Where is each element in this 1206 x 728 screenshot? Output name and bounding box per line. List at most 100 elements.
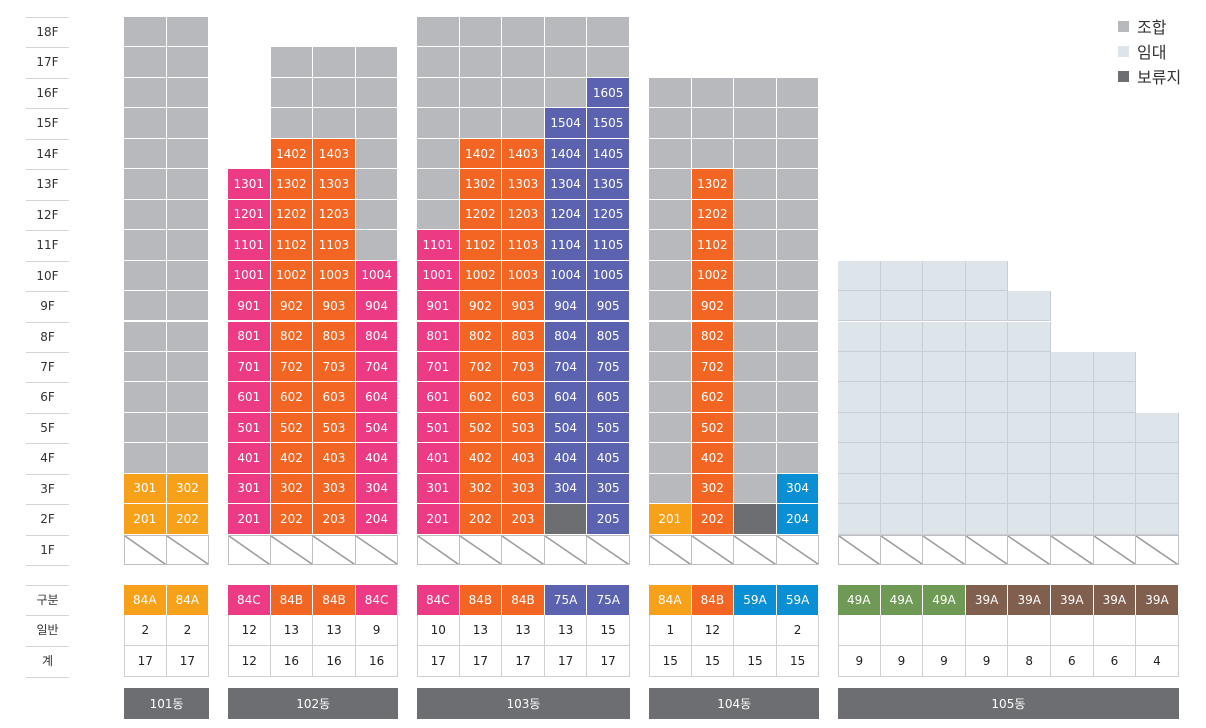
unit-cell: 701 bbox=[228, 351, 271, 383]
unit-cell: 602 bbox=[270, 382, 314, 413]
unit-cell bbox=[1051, 412, 1094, 444]
unit-cell bbox=[1093, 382, 1137, 413]
floor-label: 11F bbox=[36, 238, 59, 253]
pilotis-cell bbox=[502, 534, 545, 566]
general-count bbox=[838, 615, 881, 646]
pilotis-cell bbox=[271, 534, 314, 566]
unit-cell bbox=[124, 169, 167, 200]
unit-cell: 703 bbox=[502, 351, 545, 383]
type-cell: 49A bbox=[880, 585, 924, 616]
pilotis-diagonal-icon bbox=[966, 536, 1008, 564]
unit-cell: 602 bbox=[459, 382, 503, 413]
unit-cell: 1202 bbox=[459, 199, 503, 231]
unit-cell bbox=[923, 443, 966, 474]
unit-cell bbox=[502, 17, 545, 48]
unit-cell bbox=[459, 77, 503, 109]
unit-cell bbox=[923, 473, 966, 505]
unit-cell bbox=[355, 47, 399, 78]
unit-cell bbox=[923, 291, 966, 322]
unit-cell bbox=[587, 17, 630, 48]
unit-cell: 601 bbox=[417, 382, 460, 413]
unit-cell: 405 bbox=[587, 443, 630, 474]
unit-cell bbox=[166, 230, 210, 261]
unit-cell bbox=[166, 321, 210, 352]
unit-cell bbox=[880, 260, 924, 292]
unit-cell bbox=[734, 321, 777, 352]
unit-cell bbox=[1008, 351, 1051, 383]
pilotis-diagonal-icon bbox=[460, 536, 502, 564]
pilotis-cell bbox=[1094, 534, 1137, 566]
floor-label: 12F bbox=[36, 207, 59, 222]
unit-cell bbox=[124, 412, 167, 444]
unit-cell bbox=[459, 17, 503, 48]
unit-cell: 202 bbox=[691, 504, 735, 535]
unit-cell: 602 bbox=[691, 382, 735, 413]
row-divider bbox=[26, 646, 69, 647]
unit-cell: 304 bbox=[355, 473, 399, 505]
pilotis-cell bbox=[587, 534, 630, 566]
unit-cell bbox=[166, 47, 210, 78]
unit-cell bbox=[649, 382, 692, 413]
pilotis-cell bbox=[881, 534, 924, 566]
total-count: 17 bbox=[587, 646, 630, 677]
type-cell: 39A bbox=[1136, 585, 1179, 616]
floor-divider bbox=[26, 260, 69, 262]
unit-cell bbox=[734, 260, 777, 292]
unit-cell: 903 bbox=[313, 291, 356, 322]
unit-cell bbox=[166, 351, 210, 383]
unit-cell: 1104 bbox=[544, 230, 588, 261]
unit-cell bbox=[734, 351, 777, 383]
unit-cell: 1003 bbox=[313, 260, 356, 292]
unit-cell bbox=[124, 138, 167, 170]
unit-cell: 704 bbox=[544, 351, 588, 383]
type-cell: 49A bbox=[838, 585, 881, 616]
pilotis-diagonal-icon bbox=[881, 536, 923, 564]
unit-cell: 304 bbox=[776, 473, 820, 505]
unit-cell: 301 bbox=[417, 473, 460, 505]
unit-cell: 1105 bbox=[587, 230, 630, 261]
unit-cell bbox=[649, 291, 692, 322]
unit-cell bbox=[124, 108, 167, 139]
unit-cell: 502 bbox=[459, 412, 503, 444]
unit-cell: 904 bbox=[355, 291, 399, 322]
total-count: 17 bbox=[417, 646, 460, 677]
building-label: 105동 bbox=[838, 688, 1179, 719]
general-count: 13 bbox=[313, 615, 356, 646]
unit-cell: 805 bbox=[587, 321, 630, 352]
pilotis-diagonal-icon bbox=[167, 536, 209, 564]
unit-cell bbox=[965, 382, 1009, 413]
unit-cell bbox=[1136, 473, 1179, 505]
unit-cell: 705 bbox=[587, 351, 630, 383]
unit-cell bbox=[417, 169, 460, 200]
pilotis-diagonal-icon bbox=[1051, 536, 1093, 564]
unit-cell: 201 bbox=[649, 504, 692, 535]
unit-cell bbox=[776, 169, 820, 200]
pilotis-diagonal-icon bbox=[229, 536, 270, 564]
unit-cell bbox=[124, 291, 167, 322]
unit-cell: 803 bbox=[502, 321, 545, 352]
floor-divider bbox=[26, 565, 69, 567]
unit-cell bbox=[124, 77, 167, 109]
unit-cell: 802 bbox=[691, 321, 735, 352]
unit-cell: 802 bbox=[270, 321, 314, 352]
unit-cell: 1302 bbox=[270, 169, 314, 200]
unit-cell bbox=[649, 77, 692, 109]
type-cell: 39A bbox=[1051, 585, 1094, 616]
unit-cell bbox=[838, 382, 881, 413]
unit-cell: 1005 bbox=[587, 260, 630, 292]
unit-cell: 1204 bbox=[544, 199, 588, 231]
floor-divider bbox=[26, 504, 69, 506]
unit-cell bbox=[838, 412, 881, 444]
unit-cell bbox=[649, 108, 692, 139]
total-count: 15 bbox=[776, 646, 820, 677]
general-count bbox=[1136, 615, 1179, 646]
unit-cell: 603 bbox=[313, 382, 356, 413]
total-count: 6 bbox=[1093, 646, 1137, 677]
type-cell: 39A bbox=[965, 585, 1009, 616]
unit-cell: 604 bbox=[544, 382, 588, 413]
unit-cell: 505 bbox=[587, 412, 630, 444]
unit-cell bbox=[124, 443, 167, 474]
pilotis-diagonal-icon bbox=[356, 536, 398, 564]
unit-cell bbox=[734, 382, 777, 413]
general-count bbox=[880, 615, 924, 646]
